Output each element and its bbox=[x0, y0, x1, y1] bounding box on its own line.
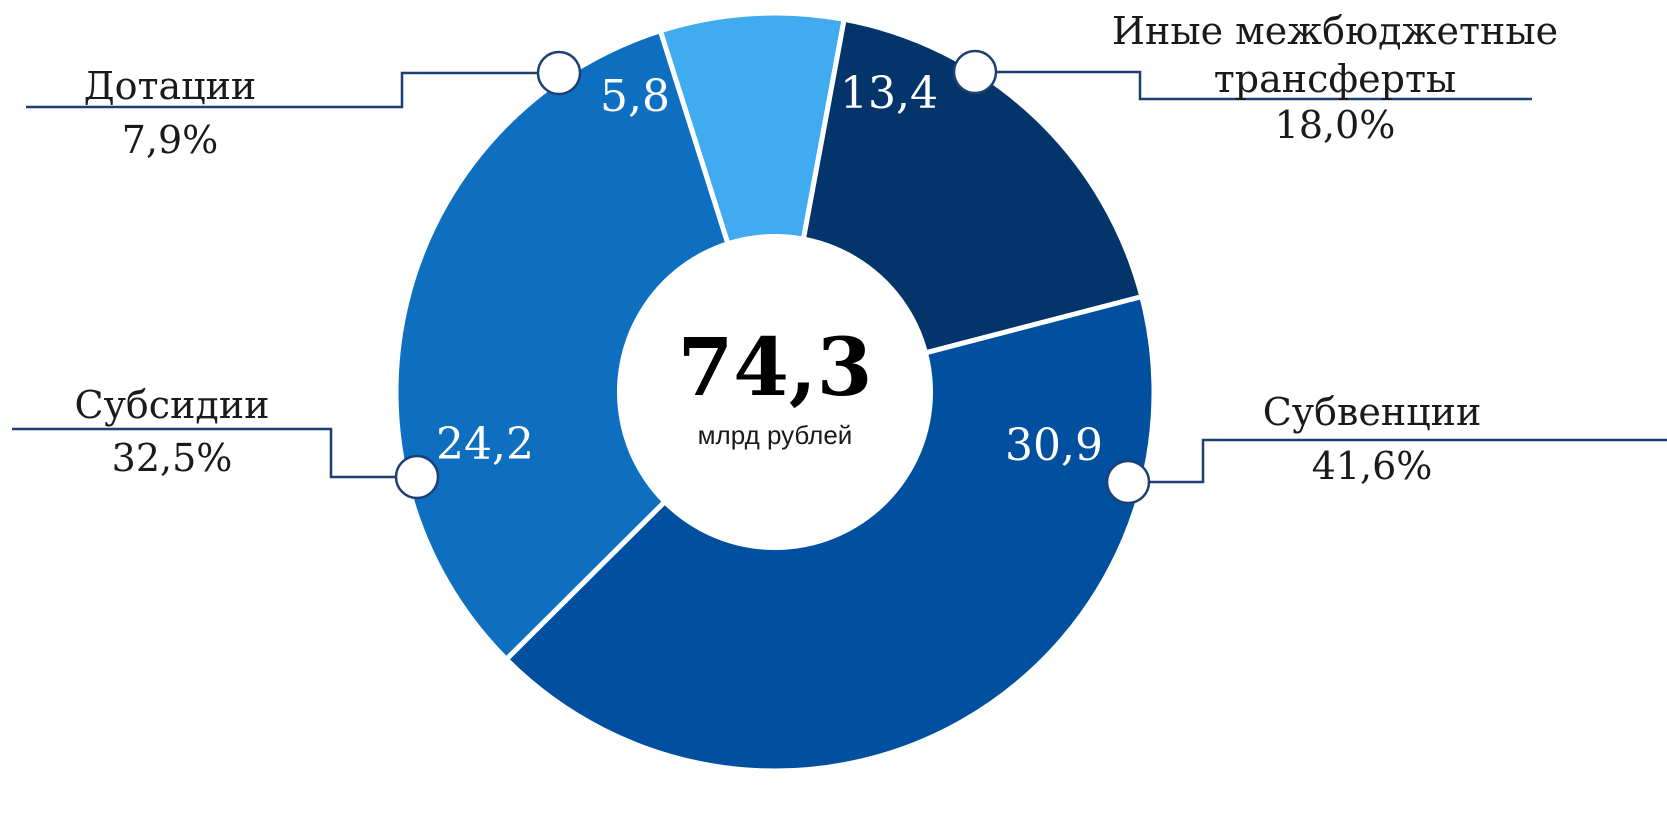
callout-percent: 41,6% bbox=[1312, 444, 1433, 488]
callout-marker bbox=[952, 49, 998, 95]
callout-percent: 18,0% bbox=[1275, 103, 1396, 147]
callout-category-name: Субвенции bbox=[1263, 390, 1482, 434]
slice-value-label: 24,2 bbox=[436, 419, 534, 470]
donut-hole bbox=[617, 234, 933, 550]
callout-percent: 32,5% bbox=[112, 436, 233, 480]
slice-value-label: 5,8 bbox=[600, 71, 670, 122]
callout-category-name: Дотации bbox=[84, 64, 257, 108]
center-total-value: 74,3 bbox=[678, 320, 873, 414]
callout-leader-line bbox=[12, 427, 417, 479]
callout-marker bbox=[394, 454, 440, 500]
callout-category-name: трансферты bbox=[1214, 57, 1456, 101]
slice-value-labels: 13,4 30,9 24,2 5,8 bbox=[436, 68, 1103, 471]
callout-category-name: Субсидии bbox=[75, 383, 270, 427]
center-unit-label: млрд рублей bbox=[698, 420, 853, 450]
callout-leader-line bbox=[975, 70, 1532, 101]
callout-category-name: Иные межбюджетные bbox=[1112, 9, 1558, 53]
slice-value-label: 13,4 bbox=[840, 68, 938, 119]
donut-slice bbox=[657, 10, 847, 395]
callout-percent: 7,9% bbox=[122, 118, 219, 162]
slice-value-label: 30,9 bbox=[1005, 420, 1103, 471]
callout-marker bbox=[1105, 459, 1151, 505]
callout-marker bbox=[536, 50, 582, 96]
callout-connectors bbox=[12, 49, 1667, 505]
callout-leader-line bbox=[1128, 438, 1667, 484]
callout-leader-line bbox=[26, 71, 559, 109]
donut-center: 74,3 млрд рублей bbox=[617, 234, 933, 550]
